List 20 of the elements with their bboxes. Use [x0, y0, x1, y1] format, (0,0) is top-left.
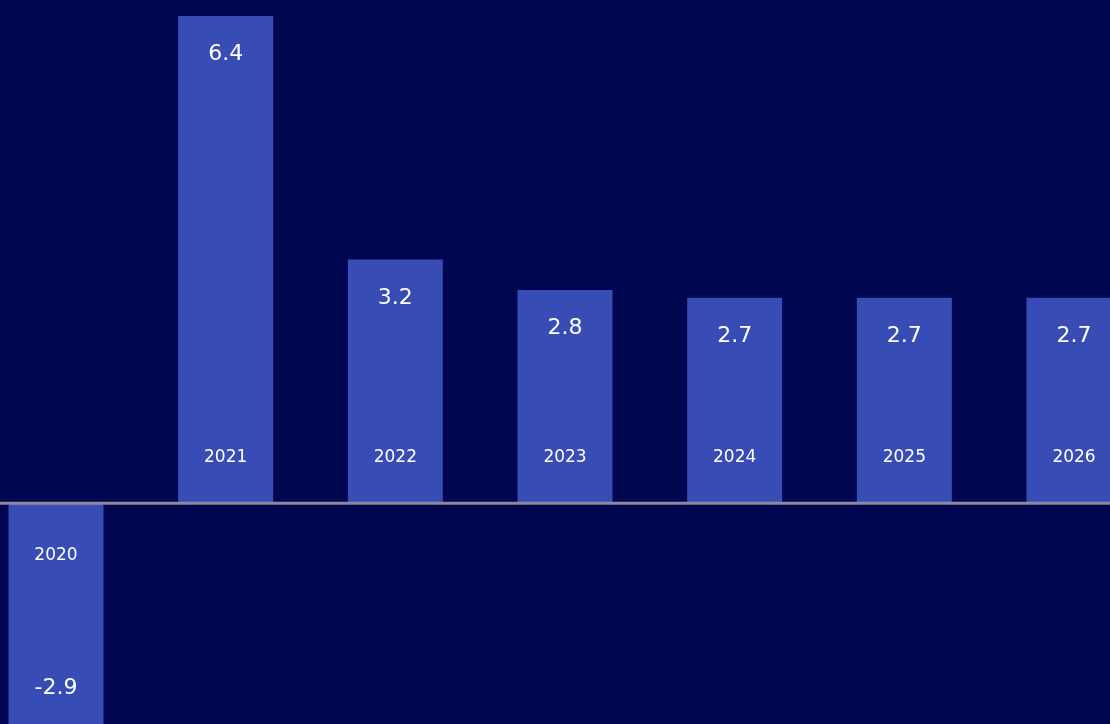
x-tick-label: 2024 — [713, 446, 757, 467]
data-label: 6.4 — [208, 40, 244, 65]
bar — [517, 290, 613, 504]
data-label: 2.7 — [886, 321, 922, 347]
data-label: 2.8 — [547, 314, 583, 340]
x-tick-label: 2022 — [373, 446, 417, 467]
bar — [347, 259, 443, 504]
x-tick-label: 2021 — [204, 446, 248, 467]
bar — [8, 503, 104, 724]
data-label: 2.7 — [1056, 321, 1092, 347]
bar — [856, 297, 952, 504]
bar — [178, 16, 274, 504]
x-tick-label: 2025 — [882, 446, 926, 467]
data-label: 3.2 — [377, 283, 413, 309]
x-tick-label: 2023 — [543, 446, 587, 467]
bar — [687, 297, 783, 504]
x-tick-label: 2026 — [1052, 446, 1096, 467]
data-label: 2.7 — [717, 321, 753, 347]
x-tick-label: 2020 — [34, 544, 78, 565]
data-label: -2.9 — [34, 674, 78, 699]
